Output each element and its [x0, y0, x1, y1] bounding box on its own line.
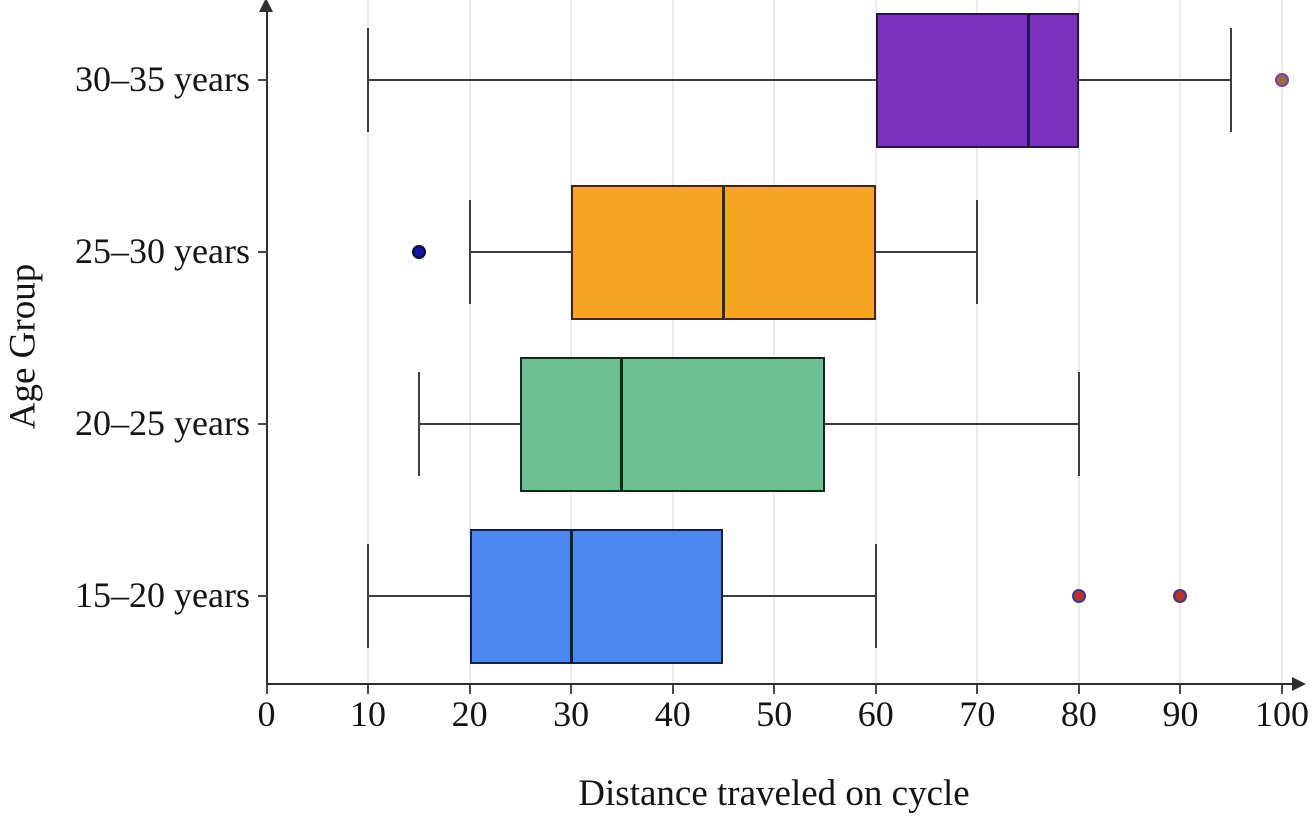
whisker-low-line-25-30-years — [469, 251, 572, 253]
x-tick-80 — [1077, 685, 1080, 694]
whisker-high-cap-25-30-years — [976, 200, 979, 304]
whisker-high-cap-15-20-years — [874, 544, 877, 648]
outlier-25-30-years-15 — [411, 245, 426, 259]
median-line-25-30-years — [721, 184, 725, 320]
x-tick-label-50: 50 — [756, 694, 793, 734]
x-tick-label-10: 10 — [350, 694, 387, 734]
whisker-low-cap-20-25-years — [417, 372, 420, 476]
x-axis-line — [265, 683, 1293, 685]
whisker-low-cap-15-20-years — [367, 544, 370, 648]
y-tick-30-35-years — [257, 79, 267, 81]
x-axis-arrow-icon — [1292, 677, 1306, 691]
box-15-20-years — [469, 528, 724, 664]
whisker-high-line-25-30-years — [875, 251, 978, 253]
gridline-70 — [976, 0, 979, 683]
x-tick-40 — [671, 685, 674, 694]
y-tick-25-30-years — [257, 251, 267, 253]
y-tick-20-25-years — [257, 423, 267, 425]
whisker-low-line-15-20-years — [368, 595, 470, 597]
gridline-50 — [773, 0, 776, 683]
x-tick-label-80: 80 — [1060, 694, 1097, 734]
x-axis-title: Distance traveled on cycle — [578, 773, 970, 814]
whisker-low-cap-30-35-years — [367, 28, 370, 132]
box-30-35-years — [875, 12, 1079, 148]
gridline-40 — [671, 0, 674, 683]
x-tick-label-100: 100 — [1255, 694, 1309, 734]
whisker-high-cap-20-25-years — [1077, 372, 1080, 476]
x-tick-label-70: 70 — [959, 694, 996, 734]
whisker-high-line-30-35-years — [1078, 79, 1232, 81]
whisker-low-cap-25-30-years — [468, 200, 471, 304]
whisker-low-line-30-35-years — [368, 79, 876, 81]
outlier-15-20-years-90 — [1173, 589, 1188, 603]
x-tick-60 — [874, 685, 877, 694]
category-label-25-30-years: 25–30 years — [75, 231, 250, 271]
gridline-90 — [1179, 0, 1182, 683]
x-tick-70 — [976, 685, 979, 694]
x-tick-50 — [773, 685, 776, 694]
gridline-100 — [1281, 0, 1283, 683]
median-line-15-20-years — [569, 528, 573, 664]
gridline-20 — [468, 0, 471, 683]
y-axis-arrow-icon — [258, 0, 273, 12]
outlier-30-35-years-100 — [1275, 73, 1289, 87]
category-label-20-25-years: 20–25 years — [75, 403, 250, 443]
median-line-30-35-years — [1026, 12, 1030, 148]
x-tick-label-30: 30 — [553, 694, 590, 734]
x-tick-label-0: 0 — [257, 694, 276, 734]
whisker-high-line-15-20-years — [723, 595, 876, 597]
gridline-30 — [570, 0, 573, 683]
x-tick-90 — [1179, 685, 1182, 694]
y-axis-title: Age Group — [2, 263, 44, 430]
gridline-10 — [367, 0, 370, 683]
x-tick-20 — [468, 685, 471, 694]
category-label-30-35-years: 30–35 years — [75, 59, 250, 99]
x-tick-0 — [265, 685, 268, 694]
whisker-high-cap-30-35-years — [1230, 28, 1233, 132]
gridline-60 — [874, 0, 877, 683]
x-tick-100 — [1281, 685, 1283, 694]
gridline-80 — [1077, 0, 1080, 683]
whisker-high-line-20-25-years — [825, 423, 1079, 425]
y-axis-line — [265, 2, 268, 685]
whisker-low-line-20-25-years — [418, 423, 521, 425]
x-tick-label-40: 40 — [654, 694, 691, 734]
category-label-15-20-years: 15–20 years — [75, 575, 250, 615]
x-tick-30 — [570, 685, 573, 694]
x-tick-10 — [367, 685, 370, 694]
y-tick-15-20-years — [257, 595, 267, 597]
box-20-25-years — [520, 356, 826, 492]
median-line-20-25-years — [620, 356, 624, 492]
outlier-15-20-years-80 — [1071, 589, 1086, 603]
x-tick-label-60: 60 — [857, 694, 894, 734]
x-tick-label-90: 90 — [1162, 694, 1199, 734]
x-tick-label-20: 20 — [451, 694, 488, 734]
